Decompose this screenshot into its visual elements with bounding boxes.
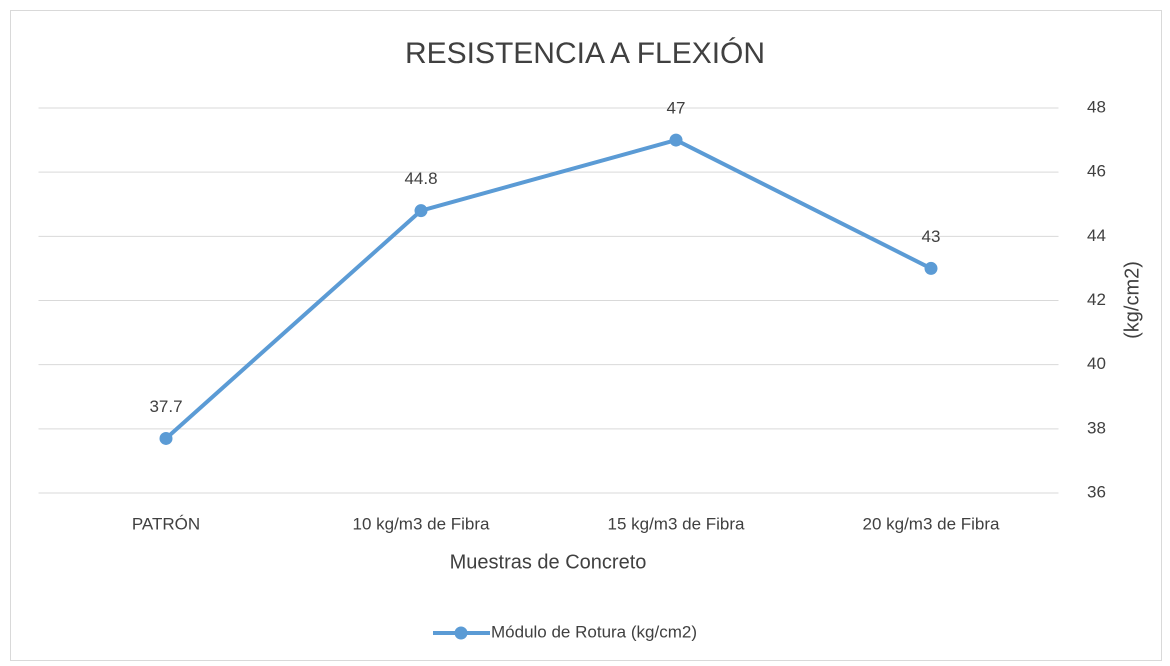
y-tick-label: 48 (1087, 97, 1106, 116)
series-line (164, 138, 932, 440)
y-tick-label: 40 (1087, 354, 1106, 373)
data-label: 47 (667, 99, 686, 118)
data-label: 44.8 (404, 169, 437, 188)
chart-title: RESISTENCIA A FLEXIÓN (405, 37, 765, 70)
data-label: 37.7 (149, 397, 182, 416)
x-tick-label: 10 kg/m3 de Fibra (352, 514, 490, 533)
y-tick-label: 36 (1087, 482, 1106, 501)
data-point (159, 431, 173, 445)
y-tick-label: 44 (1087, 226, 1106, 245)
y-tick-label: 46 (1087, 162, 1106, 181)
legend-label: Módulo de Rotura (kg/cm2) (491, 622, 697, 641)
y-tick-label: 38 (1087, 418, 1106, 437)
x-tick-label: 20 kg/m3 de Fibra (862, 514, 1000, 533)
data-label: 43 (922, 227, 941, 246)
data-point (414, 204, 428, 218)
x-axis-title: Muestras de Concreto (450, 551, 647, 573)
chart-border (10, 10, 1162, 661)
legend-marker (454, 626, 468, 640)
data-point (669, 133, 683, 147)
y-tick-label: 42 (1087, 290, 1106, 309)
x-tick-label: PATRÓN (132, 514, 200, 533)
data-point (924, 261, 938, 275)
x-tick-label: 15 kg/m3 de Fibra (607, 514, 745, 533)
y-axis-title: (kg/cm2) (1121, 261, 1143, 339)
